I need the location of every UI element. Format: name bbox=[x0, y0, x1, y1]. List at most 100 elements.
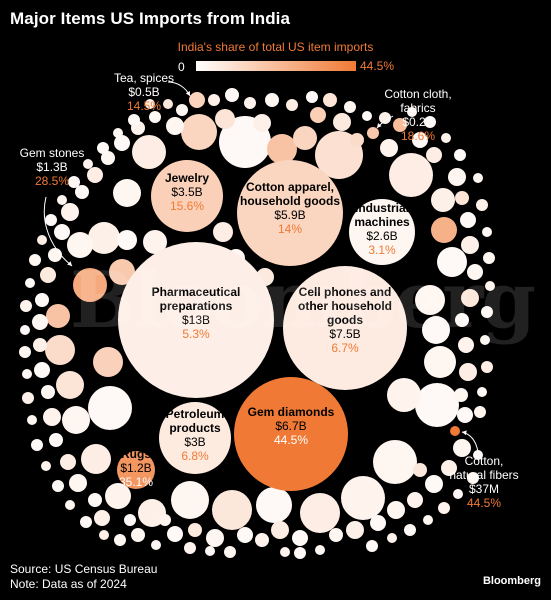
bubble-unlabeled-79 bbox=[159, 514, 171, 526]
label-name-pharmaceutical-preparations-1: preparations bbox=[160, 299, 233, 313]
bubble-unlabeled-142 bbox=[184, 542, 196, 554]
bubble-unlabeled-12 bbox=[415, 383, 459, 427]
bubble-unlabeled-13 bbox=[387, 378, 421, 412]
bubble-pharmaceutical-preparations bbox=[118, 242, 274, 398]
bubble-unlabeled-121 bbox=[482, 227, 492, 237]
leader-arrow-gem-stones bbox=[67, 261, 72, 266]
bubble-unlabeled-139 bbox=[280, 547, 290, 557]
bubble-unlabeled-11 bbox=[424, 346, 456, 378]
label-share-cotton-apparel-household-goods: 14% bbox=[278, 222, 302, 236]
bubble-unlabeled-30 bbox=[93, 347, 123, 377]
bubble-unlabeled-96 bbox=[61, 203, 79, 221]
bubble-unlabeled-19 bbox=[171, 481, 209, 519]
bubble-unlabeled-7 bbox=[431, 188, 455, 212]
bubble-unlabeled-109 bbox=[286, 99, 298, 111]
bubble-unlabeled-64 bbox=[441, 460, 457, 476]
bubble-unlabeled-54 bbox=[460, 212, 476, 228]
label-name-pharmaceutical-preparations-0: Pharmaceutical bbox=[152, 285, 241, 299]
chart-title: Major Items US Imports from India bbox=[10, 9, 291, 28]
bubble-unlabeled-99 bbox=[101, 151, 115, 165]
bubble-unlabeled-150 bbox=[31, 439, 43, 451]
bubble-unlabeled-55 bbox=[461, 236, 479, 254]
bubble-unlabeled-140 bbox=[224, 546, 236, 558]
data-note: Note: Data as of 2024 bbox=[10, 577, 127, 591]
label-share-gem-diamonds: 44.5% bbox=[274, 433, 308, 447]
bubble-unlabeled-59 bbox=[458, 337, 474, 353]
label-name-cotton-apparel-household-goods-0: Cotton apparel, bbox=[246, 180, 334, 194]
bubble-unlabeled-63 bbox=[453, 439, 471, 457]
label-value-cell-phones-and-other-household-goods: $7.5B bbox=[329, 327, 360, 341]
label-share-tea-spices: 14.5% bbox=[127, 99, 161, 113]
label-value-pharmaceutical-preparations: $13B bbox=[182, 313, 210, 327]
bubble-unlabeled-66 bbox=[413, 463, 427, 477]
bubble-unlabeled-144 bbox=[114, 534, 126, 546]
label-name-petroleum-products-1: products bbox=[169, 421, 221, 435]
bubble-unlabeled-120 bbox=[476, 199, 488, 211]
bubble-unlabeled-151 bbox=[27, 415, 37, 425]
bubble-unlabeled-80 bbox=[131, 528, 145, 542]
bubble-unlabeled-143 bbox=[151, 540, 161, 550]
bubble-unlabeled-113 bbox=[362, 111, 372, 121]
bubble-unlabeled-149 bbox=[41, 461, 51, 471]
label-name-cell-phones-and-other-household-goods-1: other household bbox=[298, 299, 392, 313]
label-share-rugs: 35.1% bbox=[119, 475, 153, 489]
bubble-unlabeled-27 bbox=[88, 222, 120, 254]
label-name-cell-phones-and-other-household-goods-2: goods bbox=[327, 313, 363, 327]
bubble-unlabeled-17 bbox=[256, 487, 292, 523]
bubble-unlabeled-28 bbox=[67, 232, 93, 258]
bubble-unlabeled-25 bbox=[45, 335, 75, 365]
bubble-unlabeled-41 bbox=[293, 126, 317, 150]
bubble-unlabeled-105 bbox=[208, 94, 220, 106]
bubble-unlabeled-2 bbox=[181, 114, 217, 150]
bubble-unlabeled-74 bbox=[255, 533, 269, 547]
bubble-unlabeled-39 bbox=[117, 230, 137, 250]
label-value-cotton-cloth-fabrics: $0.2B bbox=[402, 115, 433, 129]
bubble-unlabeled-21 bbox=[105, 483, 131, 509]
bubble-unlabeled-56 bbox=[467, 264, 483, 280]
bubble-unlabeled-111 bbox=[323, 93, 337, 107]
brand-logo: Bloomberg bbox=[482, 575, 541, 587]
bubble-unlabeled-147 bbox=[65, 500, 75, 510]
bubble-unlabeled-32 bbox=[143, 230, 167, 254]
leader-arrow-tea-spices bbox=[185, 91, 190, 96]
bubble-unlabeled-129 bbox=[473, 450, 483, 460]
label-name-cotton-natural-fibers-1: natural fibers bbox=[449, 468, 518, 482]
bubble-unlabeled-135 bbox=[387, 533, 397, 543]
bubble-unlabeled-163 bbox=[83, 159, 93, 169]
bubble-unlabeled-167 bbox=[145, 99, 155, 109]
bubble-unlabeled-72 bbox=[292, 530, 308, 546]
bubble-unlabeled-40 bbox=[267, 134, 297, 164]
bubble-unlabeled-126 bbox=[481, 361, 493, 373]
bubble-unlabeled-9 bbox=[415, 285, 445, 315]
legend-max-label: 44.5% bbox=[360, 59, 395, 73]
bubble-unlabeled-49 bbox=[393, 118, 407, 132]
bubble-unlabeled-164 bbox=[97, 142, 109, 154]
bubble-unlabeled-68 bbox=[387, 501, 405, 519]
bubble-unlabeled-51 bbox=[426, 147, 442, 163]
bubble-unlabeled-132 bbox=[438, 502, 450, 514]
bubble-unlabeled-52 bbox=[448, 168, 466, 186]
bubble-unlabeled-78 bbox=[167, 526, 183, 542]
label-name-cotton-apparel-household-goods-1: household goods bbox=[240, 194, 340, 208]
label-value-industrial-machines: $2.6B bbox=[366, 229, 397, 243]
bubble-unlabeled-84 bbox=[69, 474, 87, 492]
bubble-unlabeled-57 bbox=[461, 289, 479, 307]
bubble-unlabeled-77 bbox=[188, 523, 202, 537]
label-name-industrial-machines-0: Industrial bbox=[355, 201, 409, 215]
bubble-unlabeled-153 bbox=[22, 369, 32, 379]
bubble-unlabeled-165 bbox=[113, 128, 123, 138]
label-value-tea-spices: $0.5B bbox=[128, 85, 159, 99]
bubble-gem-diamonds bbox=[234, 377, 348, 491]
bubble-unlabeled-48 bbox=[380, 139, 398, 157]
bubble-jewelry bbox=[151, 160, 223, 232]
bubble-unlabeled-8 bbox=[437, 247, 467, 277]
bubble-unlabeled-91 bbox=[32, 314, 48, 330]
bubble-unlabeled-161 bbox=[57, 195, 67, 205]
bubble-unlabeled-110 bbox=[306, 91, 318, 103]
bubble-unlabeled-159 bbox=[37, 235, 47, 245]
bubble-unlabeled-86 bbox=[49, 433, 63, 447]
